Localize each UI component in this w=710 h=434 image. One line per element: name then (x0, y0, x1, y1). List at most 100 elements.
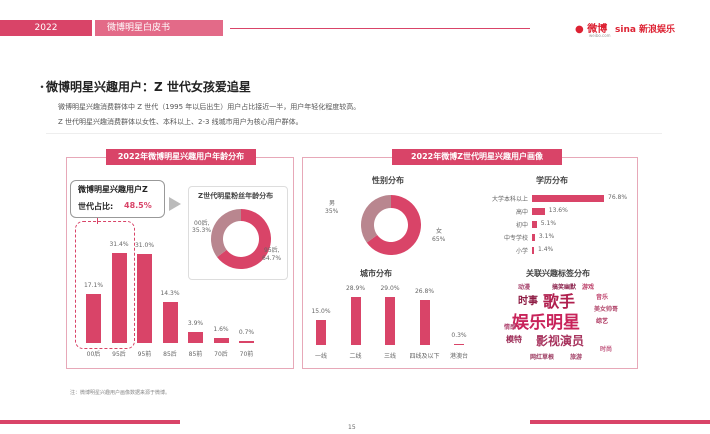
city-tick-label: 二线 (349, 353, 362, 360)
age-bar (86, 294, 101, 343)
age-tick-label: 85前 (188, 351, 203, 358)
sina-logo: sina 新浪娱乐 (615, 25, 676, 35)
city-tick-label: 港澳台 (449, 353, 468, 360)
header-year: 2022 (0, 20, 92, 36)
gender-donut (361, 195, 421, 255)
age-tick-label: 00后 (86, 351, 101, 358)
edu-bar (532, 195, 604, 202)
interest-word-cloud: 娱乐明星 歌手 影视演员 时事 模特 美女帅哥 网红草根 音乐 动漫 游戏 综艺… (500, 280, 630, 364)
page-number: 15 (348, 424, 356, 431)
weibo-logo-icon: ● (575, 24, 584, 35)
callout-label-1: 微博明星兴趣用户Z (78, 185, 148, 194)
city-tick-label: 三线 (383, 353, 396, 360)
city-tick-label: 四线及以下 (409, 353, 440, 360)
section-title: 微博明星兴趣用户：Z 世代女孩爱追星 (46, 78, 251, 95)
edu-bar-value: 13.6% (548, 207, 568, 214)
cloud-word: 美女帅哥 (594, 306, 619, 313)
age-bar-value: 31.0% (134, 242, 155, 250)
age-bar (111, 253, 127, 343)
age-tick-label: 85后 (163, 351, 177, 358)
city-bar-value: 28.9% (345, 284, 366, 292)
donut-95-value: 64.7% (262, 255, 282, 262)
edu-bar (532, 234, 535, 241)
donut-slice (217, 209, 271, 269)
cloud-word: 搞笑幽默 (552, 284, 577, 291)
edu-title: 学历分布 (536, 176, 568, 185)
age-tick-label: 95前 (137, 351, 152, 358)
age-bar-value: 3.9% (187, 319, 204, 327)
cloud-word: 时尚 (600, 346, 613, 353)
age-panel-tag: 2022年微博明星兴趣用户年龄分布 (106, 149, 256, 165)
profile-panel-tag: 2022年微博Z世代明星兴趣用户画像 (392, 149, 562, 165)
city-bar (454, 344, 464, 345)
edu-bar-value: 76.8% (608, 194, 628, 201)
edu-bar-value: 1.4% (538, 246, 554, 253)
donut-95-label: 95后, (264, 247, 280, 254)
footnote: 注：微博明星兴趣用户画像数据来源于微博。 (70, 390, 171, 396)
edu-category: 中专学校 (503, 235, 528, 242)
cloud-word: 综艺 (596, 318, 609, 325)
z-gen-donut-title: Z世代明星粉丝年龄分布 (198, 192, 274, 200)
male-label: 男 (329, 200, 336, 207)
city-bar-value: 15.0% (311, 308, 331, 315)
weibo-logo: ● 微博 weibo.com (575, 20, 611, 38)
age-bar-value: 0.7% (238, 329, 255, 336)
edu-bar (532, 221, 537, 228)
age-bar (162, 302, 178, 343)
donut-slice (361, 195, 391, 243)
cloud-word: 网红草根 (530, 354, 555, 361)
tag-title: 关联兴趣标签分布 (526, 269, 590, 278)
edu-bar-value: 5.1% (540, 220, 557, 227)
age-bar (188, 331, 203, 343)
donut-slice (366, 195, 421, 255)
cloud-word: 模特 (506, 335, 522, 344)
age-tick-label: 95后 (112, 351, 126, 358)
gender-title: 性别分布 (372, 176, 404, 185)
cloud-word: 影视演员 (536, 334, 585, 348)
age-bar-value: 17.1% (83, 282, 104, 290)
footer-bar-right (530, 420, 710, 424)
female-label: 女 (436, 228, 443, 235)
edu-bar (532, 208, 545, 215)
callout-value: 48.5% (124, 201, 152, 210)
z-gen-donut-box (188, 186, 288, 280)
edu-category: 高中 (515, 209, 528, 216)
age-bar-value: 14.3% (160, 290, 180, 298)
section-bullet: ・ (36, 80, 49, 94)
age-bar (213, 338, 229, 343)
callout-label-2: 世代占比: (78, 202, 114, 211)
city-bar (419, 300, 430, 345)
z-gen-highlight-box (75, 221, 135, 349)
edu-category: 初中 (515, 222, 528, 229)
cloud-word: 情感 (504, 324, 517, 331)
age-tick-label: 70后 (214, 351, 228, 358)
z-gen-callout (70, 180, 165, 218)
weibo-logo-text: 微博 (587, 24, 608, 35)
arrow-right-icon (169, 197, 181, 211)
cloud-word: 时事 (518, 296, 538, 307)
footer-bar-left (0, 420, 180, 424)
donut-slice (211, 209, 241, 258)
city-bar (316, 320, 326, 345)
age-bar (239, 341, 254, 343)
desc-line-2: Z 世代明星兴趣消费群体以女性、本科以上、2-3 线城市用户为核心用户群体。 (58, 118, 303, 126)
age-bar-value: 31.4% (109, 241, 129, 249)
desc-line-1: 微博明星兴趣消费群体中 Z 世代（1995 年以后出生）用户占比接近一半，用户年… (58, 103, 361, 111)
section-divider (46, 133, 662, 134)
city-bar-value: 29.0% (380, 284, 400, 292)
cloud-word: 动漫 (518, 284, 531, 291)
donut-00-label: 00后, (194, 220, 210, 227)
section-title-text: 微博明星兴趣用户：Z 世代女孩爱追星 (46, 80, 251, 94)
weibo-logo-sub: weibo.com (589, 33, 611, 38)
male-value: 35% (325, 208, 339, 215)
cloud-word: 游戏 (582, 284, 595, 291)
header-title: 微博明星白皮书 (95, 20, 223, 36)
callout-connector (97, 218, 98, 224)
cloud-word: 娱乐明星 (512, 313, 580, 333)
cloud-word: 旅游 (570, 354, 583, 361)
edu-category: 大学本科以上 (491, 196, 528, 203)
z-gen-donut (211, 209, 271, 269)
header-divider (230, 28, 530, 29)
city-bar-value: 26.8% (414, 288, 435, 296)
city-title: 城市分布 (360, 269, 392, 278)
